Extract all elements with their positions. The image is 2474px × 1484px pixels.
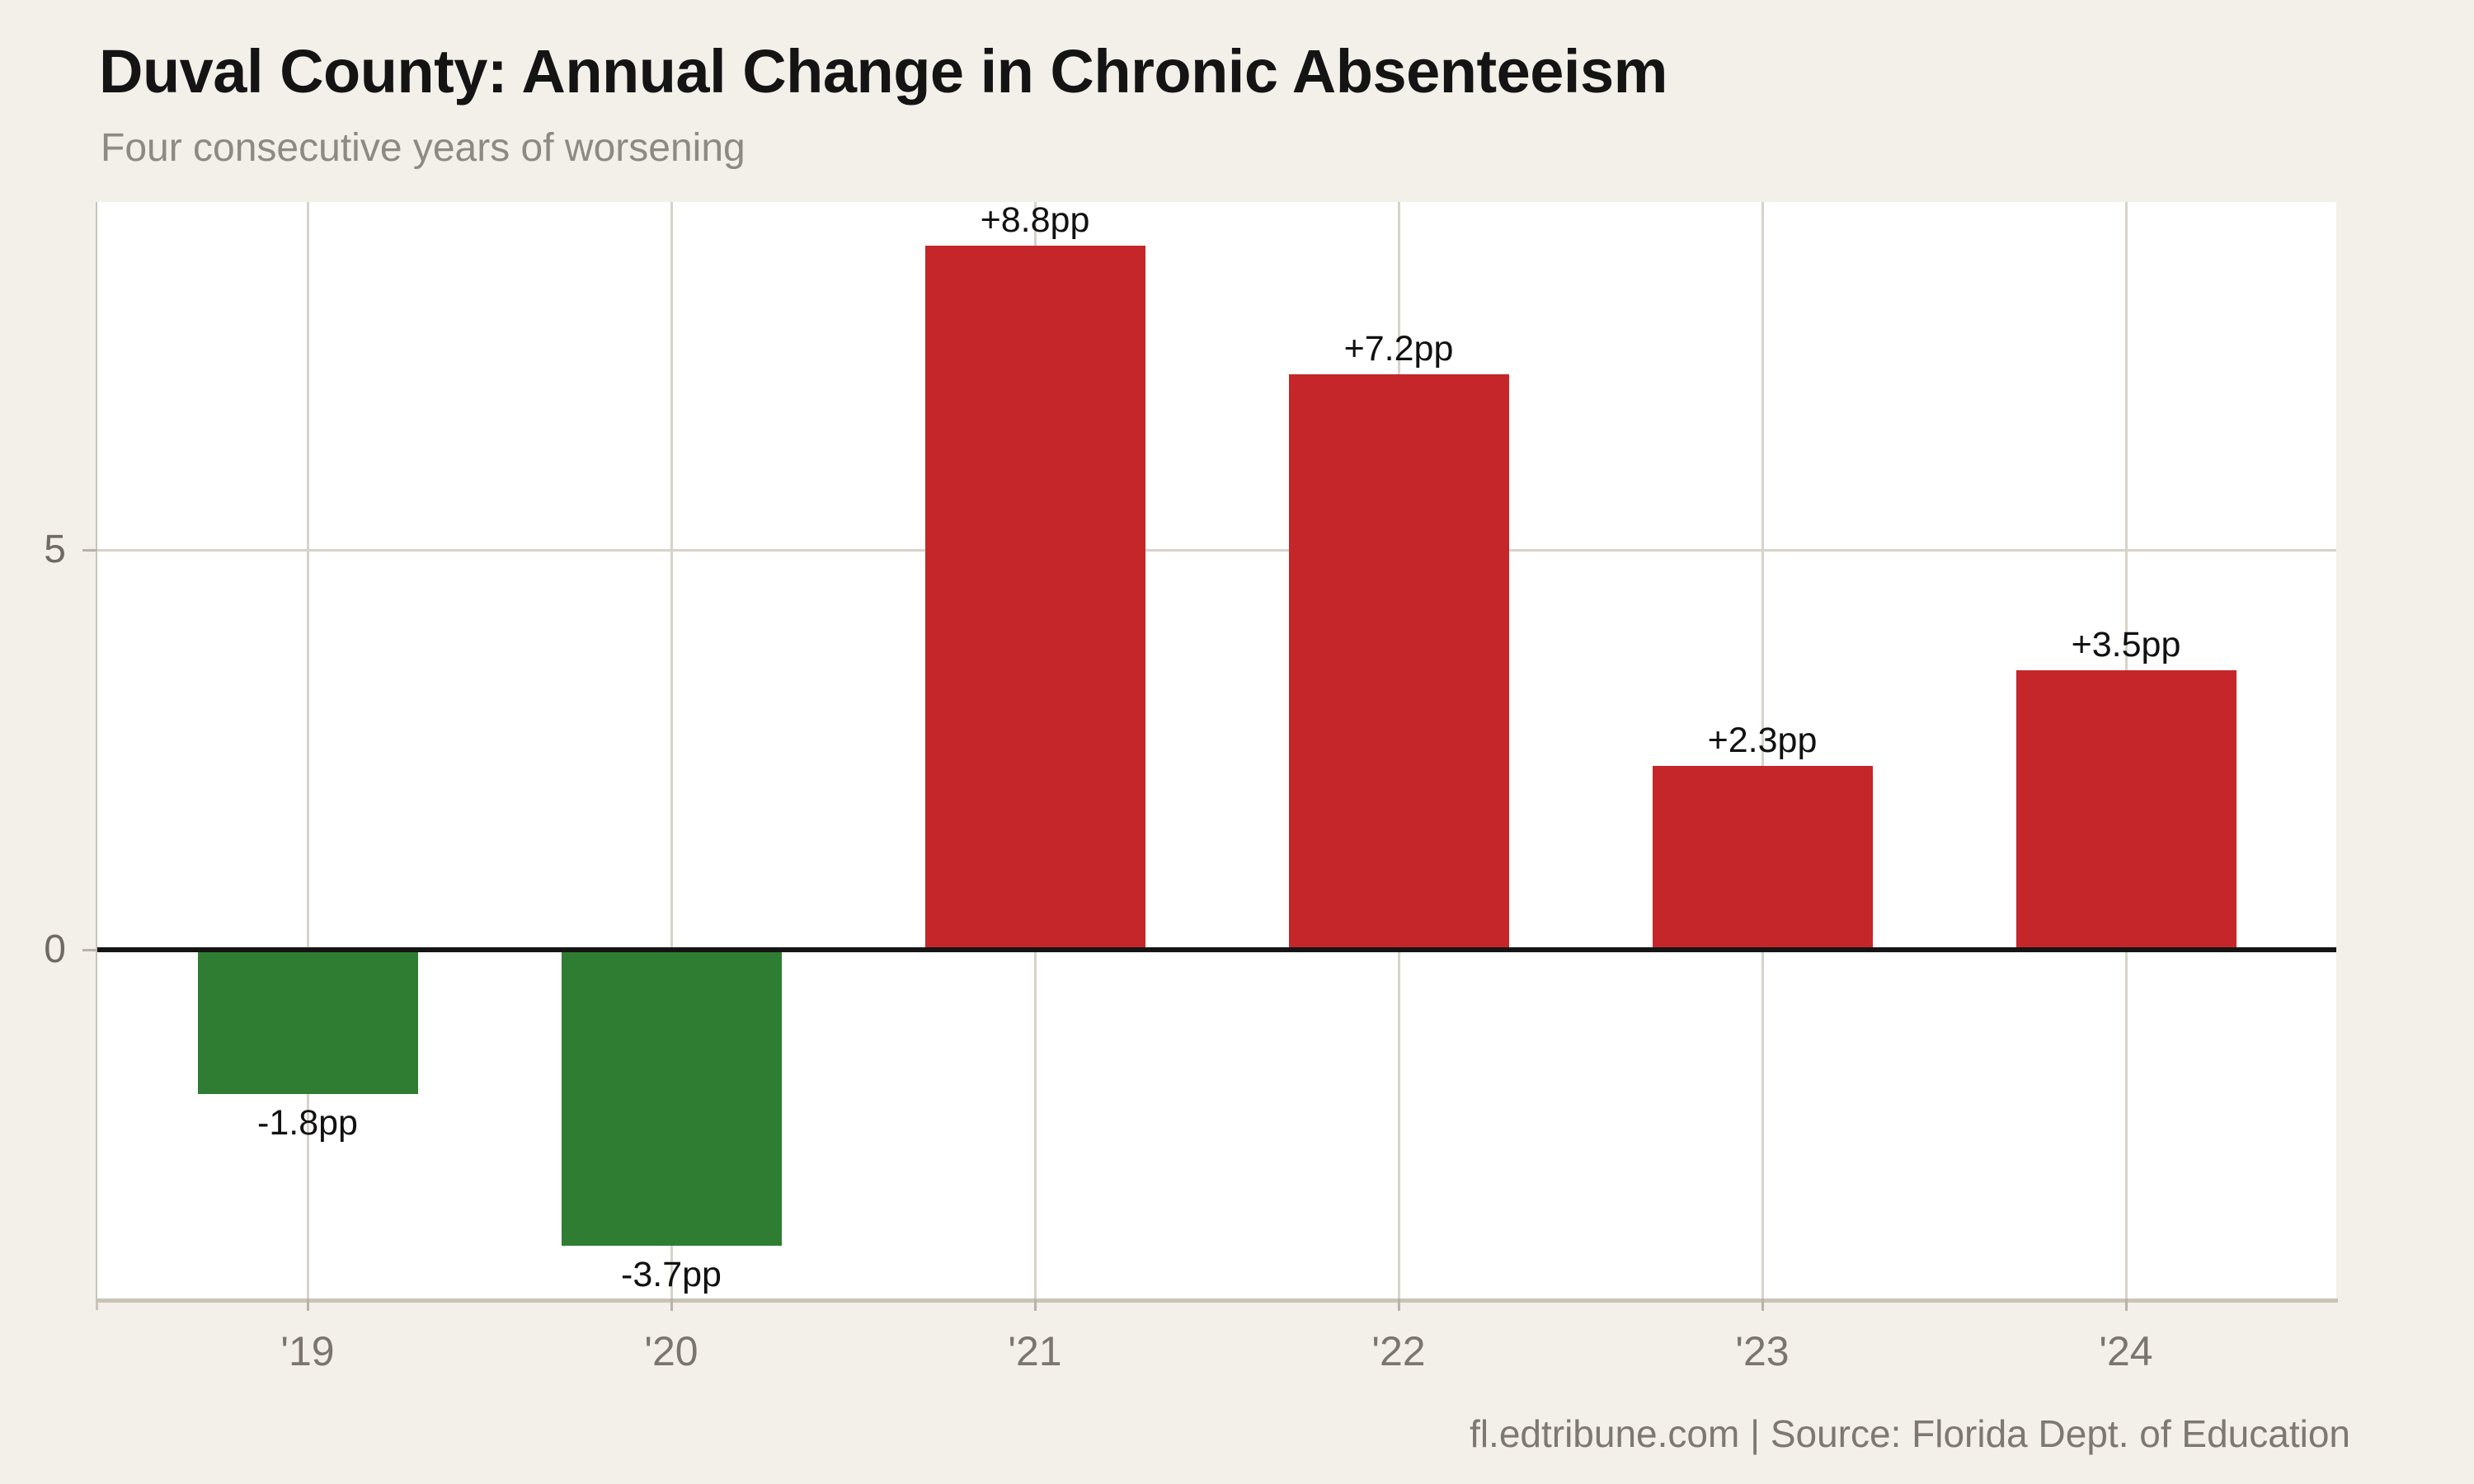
x-axis-tick-label: '22 xyxy=(1371,1328,1426,1374)
bar xyxy=(197,950,418,1094)
gridline-vertical xyxy=(307,202,309,1298)
y-axis-tick-label: 0 xyxy=(44,928,66,972)
x-axis-tick xyxy=(2125,1298,2128,1311)
x-axis-tick-label: '20 xyxy=(644,1328,698,1374)
bar xyxy=(2015,669,2236,951)
bar-value-label: -1.8pp xyxy=(257,1102,358,1143)
x-axis-line xyxy=(96,1298,2338,1303)
x-axis-tick-label: '23 xyxy=(1735,1328,1790,1374)
bar-value-label: +3.5pp xyxy=(2071,624,2181,665)
y-axis-tick-label: 5 xyxy=(44,527,66,571)
x-axis-tick xyxy=(307,1298,309,1311)
y-axis-tick xyxy=(82,949,97,952)
y-axis-line xyxy=(96,202,98,1310)
bar xyxy=(924,246,1145,951)
gridline-vertical xyxy=(670,202,673,1298)
x-axis-tick-label: '21 xyxy=(1008,1328,1062,1374)
x-axis-tick-label: '19 xyxy=(280,1328,335,1374)
gridline-horizontal xyxy=(97,548,2336,552)
gridline-vertical xyxy=(1761,202,1764,1298)
bar xyxy=(1652,765,1873,951)
x-axis-tick xyxy=(1034,1298,1037,1311)
x-axis-tick-label: '24 xyxy=(2099,1328,2153,1374)
bar-value-label: +7.2pp xyxy=(1343,328,1454,369)
x-axis-tick xyxy=(670,1298,673,1311)
x-axis-tick xyxy=(1398,1298,1400,1311)
chart-subtitle: Four consecutive years of worsening xyxy=(101,126,745,170)
zero-line xyxy=(97,947,2336,953)
y-axis-tick xyxy=(82,548,97,552)
x-axis-tick xyxy=(1761,1298,1764,1311)
plot-area: -1.8pp -3.7pp +8.8pp +7.2pp +2.3pp +3.5pp xyxy=(97,200,2336,1298)
bar-value-label: -3.7pp xyxy=(621,1254,722,1294)
chart-title: Duval County: Annual Change in Chronic A… xyxy=(99,37,1667,106)
bar-value-label: +2.3pp xyxy=(1707,720,1818,760)
source-attribution: fl.edtribune.com | Source: Florida Dept.… xyxy=(1470,1412,2350,1455)
bar xyxy=(561,950,782,1246)
bar xyxy=(1288,373,1509,951)
bar-value-label: +8.8pp xyxy=(980,200,1090,241)
